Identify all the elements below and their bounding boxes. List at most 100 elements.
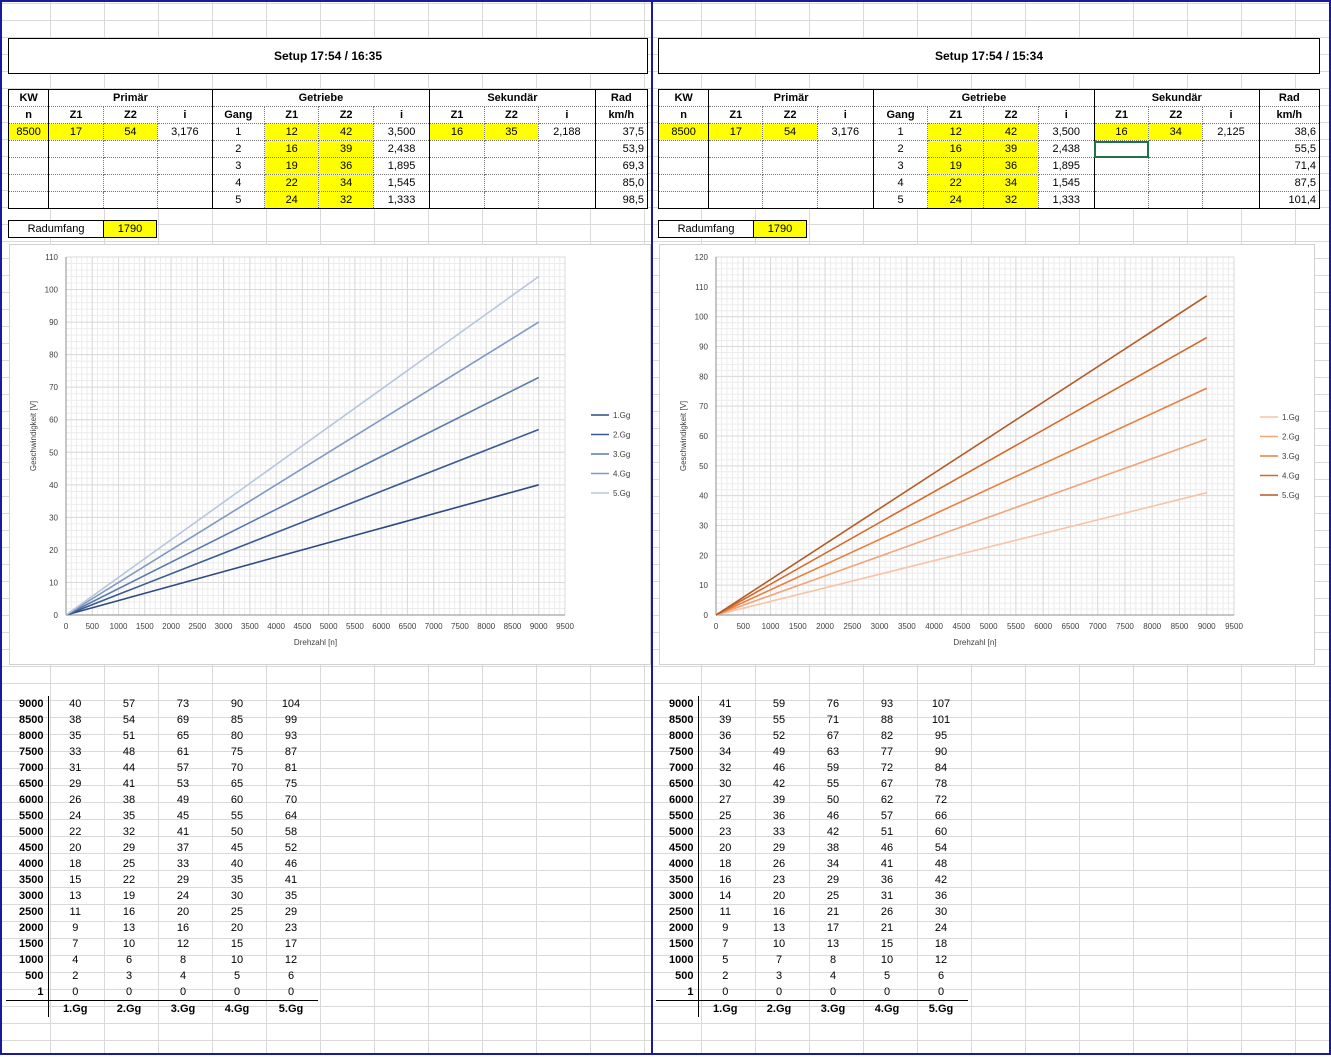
speed-value-cell[interactable]: 15 bbox=[880, 938, 894, 950]
empty-cell[interactable] bbox=[483, 174, 540, 192]
speed-value-cell[interactable]: 63 bbox=[826, 746, 840, 758]
speed-value-cell[interactable]: 15 bbox=[69, 874, 82, 886]
speed-value-cell[interactable]: 23 bbox=[284, 922, 298, 934]
speed-value-cell[interactable]: 33 bbox=[176, 858, 190, 870]
primary-z1-cell[interactable]: 17 bbox=[708, 123, 764, 141]
speed-value-cell[interactable]: 59 bbox=[772, 698, 786, 710]
gear-z1-cell[interactable]: 22 bbox=[927, 174, 985, 192]
empty-cell[interactable] bbox=[1148, 140, 1204, 158]
speed-value-cell[interactable]: 75 bbox=[284, 778, 298, 790]
speed-value-cell[interactable]: 60 bbox=[934, 826, 948, 838]
speed-value-cell[interactable]: 35 bbox=[69, 730, 82, 742]
empty-cell[interactable] bbox=[102, 157, 159, 175]
speed-value-cell[interactable]: 84 bbox=[934, 762, 948, 774]
speed-value-cell[interactable]: 11 bbox=[719, 906, 731, 918]
empty-cell[interactable] bbox=[816, 140, 874, 158]
speed-value-cell[interactable]: 31 bbox=[69, 762, 82, 774]
gear-z2-cell[interactable]: 42 bbox=[983, 123, 1039, 141]
speed-value-cell[interactable]: 36 bbox=[719, 730, 732, 742]
empty-cell[interactable] bbox=[48, 191, 104, 209]
speed-value-cell[interactable]: 49 bbox=[176, 794, 190, 806]
empty-cell[interactable] bbox=[1202, 140, 1260, 158]
speed-value-cell[interactable]: 37 bbox=[176, 842, 190, 854]
speed-value-cell[interactable]: 67 bbox=[880, 778, 894, 790]
speed-value-cell[interactable]: 82 bbox=[880, 730, 894, 742]
empty-cell[interactable] bbox=[102, 174, 159, 192]
speed-value-cell[interactable]: 46 bbox=[772, 762, 786, 774]
speed-value-cell[interactable]: 35 bbox=[122, 810, 136, 822]
speed-value-cell[interactable]: 93 bbox=[284, 730, 298, 742]
speed-value-cell[interactable]: 72 bbox=[934, 794, 948, 806]
speed-value-cell[interactable]: 6 bbox=[937, 970, 945, 982]
speed-value-cell[interactable]: 26 bbox=[880, 906, 894, 918]
empty-cell[interactable] bbox=[483, 157, 540, 175]
speed-value-cell[interactable]: 32 bbox=[719, 762, 732, 774]
empty-cell[interactable] bbox=[7, 191, 50, 209]
speed-value-cell[interactable]: 104 bbox=[281, 698, 301, 710]
speed-value-cell[interactable]: 55 bbox=[772, 714, 786, 726]
empty-cell[interactable] bbox=[762, 174, 818, 192]
speed-value-cell[interactable]: 29 bbox=[772, 842, 786, 854]
speed-value-cell[interactable]: 0 bbox=[829, 986, 837, 998]
empty-cell[interactable] bbox=[657, 140, 710, 158]
speed-value-cell[interactable]: 9 bbox=[72, 922, 79, 934]
gear-z1-cell[interactable]: 16 bbox=[263, 140, 320, 158]
speed-value-cell[interactable]: 18 bbox=[719, 858, 732, 870]
speed-value-cell[interactable]: 29 bbox=[176, 874, 190, 886]
speed-value-cell[interactable]: 16 bbox=[176, 922, 190, 934]
speed-value-cell[interactable]: 6 bbox=[287, 970, 295, 982]
speed-value-cell[interactable]: 0 bbox=[233, 986, 241, 998]
empty-cell[interactable] bbox=[157, 157, 213, 175]
speed-value-cell[interactable]: 16 bbox=[122, 906, 136, 918]
speed-value-cell[interactable]: 42 bbox=[772, 778, 786, 790]
speed-value-cell[interactable]: 41 bbox=[719, 698, 732, 710]
speed-value-cell[interactable]: 40 bbox=[69, 698, 82, 710]
speed-value-cell[interactable]: 61 bbox=[176, 746, 190, 758]
empty-cell[interactable] bbox=[762, 140, 818, 158]
gear-z2-cell[interactable]: 36 bbox=[983, 157, 1039, 175]
empty-cell[interactable] bbox=[708, 157, 764, 175]
speed-value-cell[interactable]: 41 bbox=[176, 826, 190, 838]
empty-cell[interactable] bbox=[762, 157, 818, 175]
speed-value-cell[interactable]: 13 bbox=[69, 890, 82, 902]
speed-value-cell[interactable]: 0 bbox=[883, 986, 891, 998]
gear-z2-cell[interactable]: 39 bbox=[318, 140, 374, 158]
speed-value-cell[interactable]: 33 bbox=[772, 826, 786, 838]
speed-value-cell[interactable]: 36 bbox=[934, 890, 948, 902]
empty-cell[interactable] bbox=[48, 140, 104, 158]
speed-value-cell[interactable]: 78 bbox=[934, 778, 948, 790]
speed-value-cell[interactable]: 26 bbox=[772, 858, 786, 870]
speed-value-cell[interactable]: 46 bbox=[880, 842, 894, 854]
speed-value-cell[interactable]: 3 bbox=[125, 970, 133, 982]
secondary-z1-cell[interactable]: 16 bbox=[1093, 123, 1150, 141]
speed-value-cell[interactable]: 33 bbox=[69, 746, 82, 758]
speed-value-cell[interactable]: 93 bbox=[880, 698, 894, 710]
speed-value-cell[interactable]: 12 bbox=[176, 938, 190, 950]
speed-value-cell[interactable]: 21 bbox=[880, 922, 894, 934]
speed-value-cell[interactable]: 30 bbox=[719, 778, 732, 790]
speed-value-cell[interactable]: 41 bbox=[122, 778, 136, 790]
speed-value-cell[interactable]: 29 bbox=[69, 778, 82, 790]
empty-cell[interactable] bbox=[157, 174, 213, 192]
speed-value-cell[interactable]: 8 bbox=[829, 954, 837, 966]
speed-value-cell[interactable]: 6 bbox=[125, 954, 133, 966]
speed-value-cell[interactable]: 10 bbox=[772, 938, 786, 950]
gear-z2-cell[interactable]: 36 bbox=[318, 157, 374, 175]
speed-value-cell[interactable]: 0 bbox=[287, 986, 295, 998]
speed-chart[interactable]: 0 500 1000 1500 2000 2500 3000 3500 4000 4500 5000… bbox=[659, 244, 1315, 665]
empty-cell[interactable] bbox=[816, 174, 874, 192]
speed-value-cell[interactable]: 29 bbox=[826, 874, 840, 886]
speed-value-cell[interactable]: 4 bbox=[179, 970, 187, 982]
empty-cell[interactable] bbox=[708, 191, 764, 209]
speed-value-cell[interactable]: 41 bbox=[284, 874, 298, 886]
empty-cell[interactable] bbox=[429, 191, 485, 209]
speed-value-cell[interactable]: 52 bbox=[772, 730, 786, 742]
speed-value-cell[interactable]: 57 bbox=[122, 698, 136, 710]
primary-z1-cell[interactable]: 17 bbox=[48, 123, 104, 141]
speed-value-cell[interactable]: 36 bbox=[772, 810, 786, 822]
speed-value-cell[interactable]: 0 bbox=[125, 986, 133, 998]
speed-value-cell[interactable]: 29 bbox=[284, 906, 298, 918]
speed-value-cell[interactable]: 90 bbox=[934, 746, 948, 758]
speed-value-cell[interactable]: 107 bbox=[931, 698, 951, 710]
speed-value-cell[interactable]: 67 bbox=[826, 730, 840, 742]
